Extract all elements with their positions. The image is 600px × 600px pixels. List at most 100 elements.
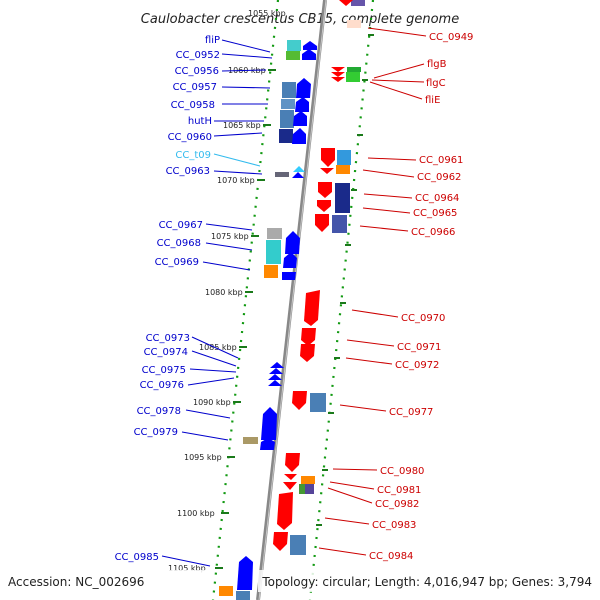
- gene-box-CC_0985[interactable]: [219, 586, 233, 596]
- gene-arrow-CC_0956[interactable]: [296, 78, 311, 98]
- gene-arrow-CC_0981-b[interactable]: [283, 482, 297, 490]
- gene-arrow-CC_0949[interactable]: [339, 0, 353, 6]
- gene-box-CC_0966[interactable]: [332, 215, 347, 233]
- gene-arrow-CC_0977[interactable]: [292, 391, 307, 410]
- gene-box-CC_0968[interactable]: [266, 240, 281, 264]
- tick-1080: 1080 kbp: [205, 288, 253, 297]
- accession-text: Accession: NC_002696: [8, 575, 144, 589]
- gene-arrow-CC_0963[interactable]: [292, 172, 304, 178]
- gene-arrow-CC_0971[interactable]: [301, 328, 316, 346]
- gene-arrow-CC_0952[interactable]: [302, 49, 316, 60]
- svg-text:1090 kbp: 1090 kbp: [193, 398, 231, 407]
- label-CC_0969: CC_0969: [155, 257, 199, 268]
- gene-box-CC_0982[interactable]: [299, 484, 305, 494]
- gene-arrow-CC_0983[interactable]: [277, 492, 293, 530]
- gene-arrow-CC_0976[interactable]: [268, 380, 282, 386]
- gene-arrow-CC_0962[interactable]: [320, 168, 334, 174]
- gene-arrow-CC_0968[interactable]: [283, 252, 297, 268]
- label-CC_0976: CC_0976: [140, 380, 184, 391]
- label-CC_0978: CC_0978: [137, 406, 181, 417]
- gene-arrow-flgC[interactable]: [331, 72, 345, 77]
- tick-1070: 1070 kbp: [217, 176, 265, 185]
- gene-arrow-fliE[interactable]: [331, 77, 345, 82]
- gene-box-CC_0957[interactable]: [281, 99, 295, 109]
- right-guide-ticks: [316, 34, 374, 526]
- gene-box-CC_0956[interactable]: [282, 82, 296, 98]
- gene-arrow-CC_0965[interactable]: [317, 200, 331, 212]
- gene-arrow-CC_0960[interactable]: [292, 128, 306, 144]
- gene-arrow-CC_0975[interactable]: [268, 374, 282, 380]
- gene-box-flgB[interactable]: [347, 67, 361, 72]
- label-hutH: hutH: [188, 116, 212, 127]
- label-CC_0952: CC_0952: [176, 50, 220, 61]
- tick-1075: 1075 kbp: [211, 232, 259, 241]
- gene-arrow-CC_0961[interactable]: [321, 148, 335, 167]
- tick-1065: 1065 kbp: [223, 121, 271, 130]
- gene-box-CC_0964[interactable]: [335, 183, 350, 213]
- gene-arrow-CC_0957[interactable]: [295, 97, 309, 112]
- label-CC_0974: CC_0974: [144, 347, 188, 358]
- label-CC_0963: CC_0963: [166, 166, 210, 177]
- gene-arrow-CC_0972[interactable]: [300, 344, 315, 362]
- label-CC_0984: CC_0984: [369, 551, 413, 562]
- gene-arrow-CC_0981[interactable]: [284, 474, 297, 480]
- reverse-genes: [273, 0, 365, 555]
- label-CC_0983: CC_0983: [372, 520, 416, 531]
- gene-box-CC_0984[interactable]: [290, 535, 306, 555]
- gene-box-fliP[interactable]: [287, 40, 301, 51]
- gene-box-CC_0977[interactable]: [310, 393, 326, 412]
- gene-box-CC_0949-b[interactable]: [347, 20, 361, 28]
- gene-box-CC_0982-b[interactable]: [305, 484, 314, 494]
- gene-arrow-CC_0980[interactable]: [285, 453, 300, 472]
- gene-box-CC_0969[interactable]: [264, 265, 278, 278]
- gene-box-CC_0952[interactable]: [286, 51, 300, 60]
- left-labels: fliP CC_0952 CC_0956 CC_0957 CC_0958 hut…: [115, 35, 273, 567]
- gene-box-CC_0981[interactable]: [301, 476, 315, 484]
- gene-arrow-fliP[interactable]: [303, 41, 317, 50]
- gene-box-flgC[interactable]: [346, 72, 360, 82]
- svg-text:1080 kbp: 1080 kbp: [205, 288, 243, 297]
- gene-box-CC_0961[interactable]: [337, 150, 351, 165]
- label-CC_0977: CC_0977: [389, 407, 433, 418]
- gene-arrow-CC_0958[interactable]: [293, 111, 307, 126]
- svg-text:1105 kbp: 1105 kbp: [168, 564, 206, 573]
- label-CC_0962: CC_0962: [417, 172, 461, 183]
- label-CC_0966: CC_0966: [411, 227, 455, 238]
- gene-arrow-CC_t09[interactable]: [293, 166, 305, 172]
- gene-arrow-flgB[interactable]: [331, 67, 345, 72]
- gene-box-CC_0958[interactable]: [280, 110, 294, 128]
- tick-1095: 1095 kbp: [184, 453, 235, 462]
- label-CC_0972: CC_0972: [395, 360, 439, 371]
- gene-box-CC_0967[interactable]: [267, 228, 282, 239]
- gene-box-CC_0979[interactable]: [243, 437, 258, 444]
- label-CC_0968: CC_0968: [157, 238, 201, 249]
- gene-box-hutH[interactable]: [279, 129, 293, 143]
- gene-arrow-CC_0970[interactable]: [304, 290, 320, 326]
- gene-box-CC_0962[interactable]: [336, 165, 350, 174]
- genome-summary-text: Topology: circular; Length: 4,016,947 bp…: [261, 575, 592, 589]
- label-CC_0949: CC_0949: [429, 32, 473, 43]
- gene-box-CC_0985-b[interactable]: [236, 591, 250, 600]
- tick-1100: 1100 kbp: [177, 509, 229, 518]
- genome-backbone: [256, 0, 327, 600]
- gene-arrow-CC_0984[interactable]: [273, 532, 288, 551]
- label-CC_0981: CC_0981: [377, 485, 421, 496]
- gene-arrow-CC_0964[interactable]: [318, 182, 332, 198]
- tick-1105: 1105 kbp: [168, 564, 223, 573]
- gene-arrow-CC_0969[interactable]: [282, 272, 296, 280]
- gene-arrow-CC_0979-b[interactable]: [260, 438, 275, 450]
- gene-arrow-CC_0978[interactable]: [261, 407, 277, 440]
- gene-box-CC_0949[interactable]: [351, 0, 365, 6]
- label-fliE: fliE: [425, 95, 440, 106]
- label-CC_t09: CC_t09: [175, 150, 211, 161]
- gene-arrow-CC_0967[interactable]: [285, 231, 300, 254]
- gene-box-CC_0963[interactable]: [275, 172, 289, 177]
- label-CC_0961: CC_0961: [419, 155, 463, 166]
- label-CC_0979: CC_0979: [134, 427, 178, 438]
- gene-arrow-CC_0973[interactable]: [270, 362, 284, 368]
- label-CC_0980: CC_0980: [380, 466, 424, 477]
- gene-arrow-CC_0974[interactable]: [269, 368, 283, 374]
- gene-arrow-CC_0966[interactable]: [315, 214, 329, 232]
- gene-arrow-CC_0985[interactable]: [237, 556, 253, 590]
- label-CC_0971: CC_0971: [397, 342, 441, 353]
